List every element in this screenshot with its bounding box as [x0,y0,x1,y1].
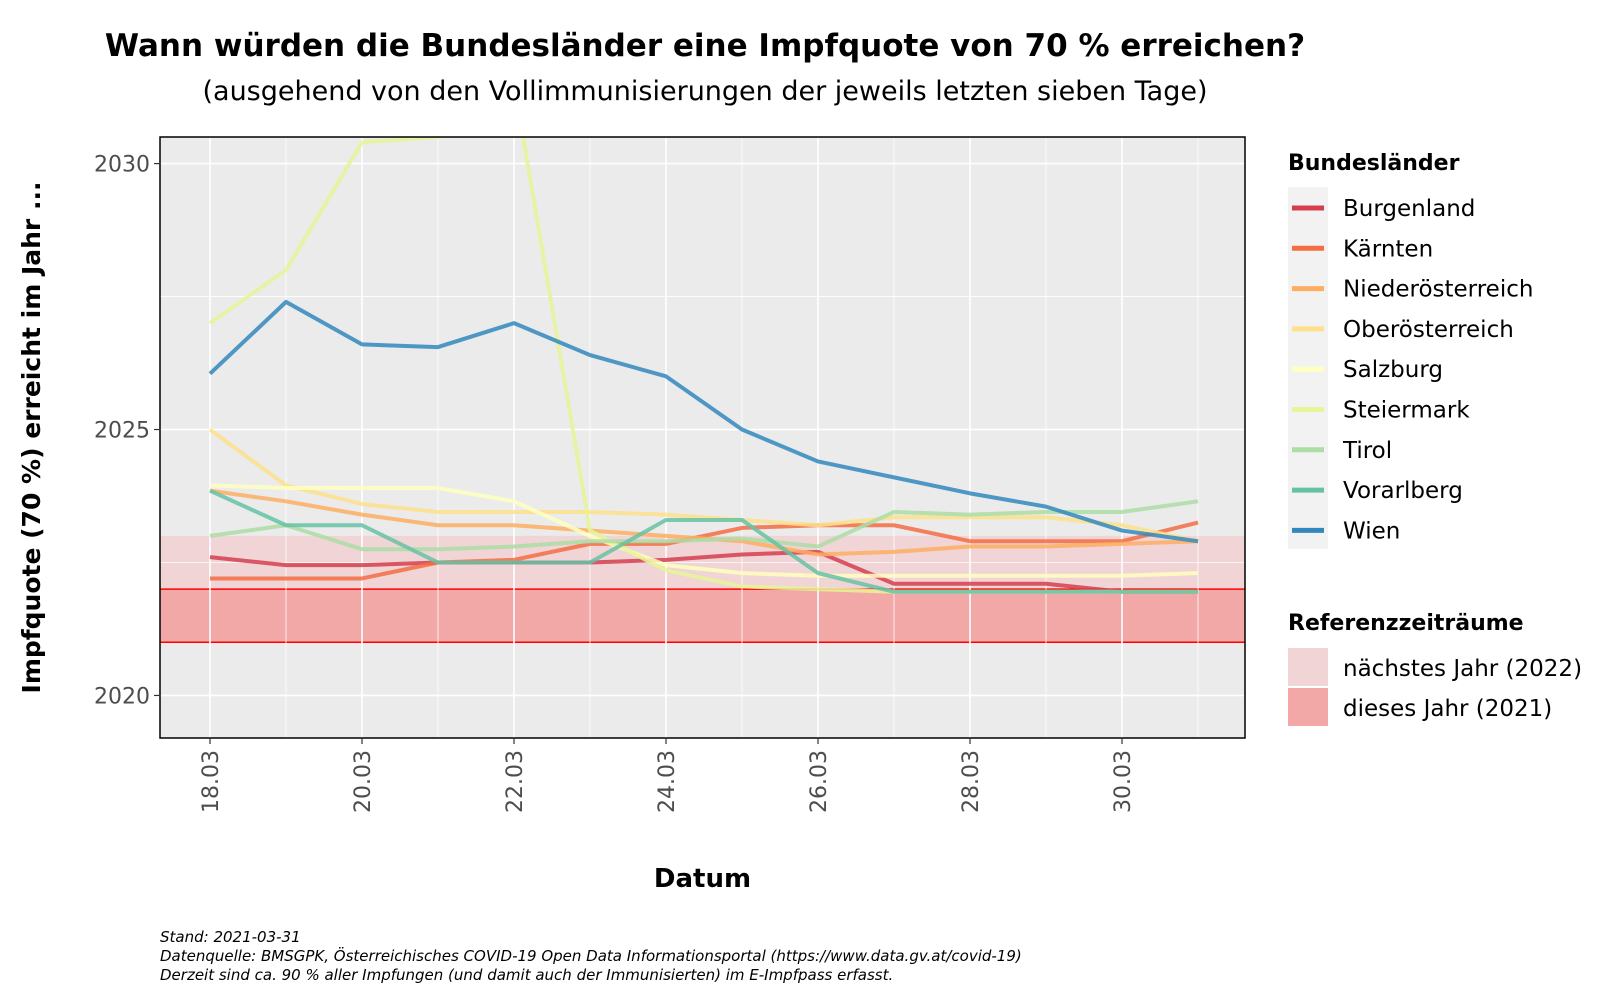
legend-label: Wien [1343,518,1400,544]
legend-title: Bundesländer [1288,151,1460,176]
caption-line-source: Datenquelle: BMSGPK, Österreichisches CO… [160,947,1022,965]
y-tick-label: 2020 [94,684,150,709]
legend-label: Kärnten [1343,236,1433,262]
reference-legend-label: dieses Jahr (2021) [1343,696,1552,722]
reference-legend-title: Referenzzeiträume [1288,611,1524,636]
series-line-tirol [209,499,1199,552]
y-tick-label: 2025 [94,419,150,444]
x-tick-label: 18.03 [199,750,224,813]
series-line-salzburg [209,483,1199,578]
y-tick-label: 2030 [94,153,150,178]
legend-label: Oberösterreich [1343,317,1514,343]
x-tick-label: 26.03 [807,750,832,813]
series-line-wien [208,299,1199,544]
reference-band-1 [160,589,1245,643]
legend-label: Niederösterreich [1343,277,1533,303]
reference-legend-label: nächstes Jahr (2022) [1343,656,1582,682]
reference-legend-key-0 [1288,648,1328,686]
series-line-kärnten [210,520,1199,581]
chart-caption: Stand: 2021-03-31 Datenquelle: BMSGPK, Ö… [160,928,1022,985]
caption-line-note: Derzeit sind ca. 90 % aller Impfungen (u… [160,966,894,984]
x-tick-label: 20.03 [351,750,376,813]
legend-label: Tirol [1342,438,1392,464]
legend-label: Burgenland [1343,196,1475,222]
x-tick-label: 28.03 [959,750,984,813]
series-line-vorarlberg [209,488,1198,594]
x-tick-label: 30.03 [1111,750,1136,813]
legend-label: Steiermark [1343,398,1470,424]
legend-label: Vorarlberg [1343,478,1463,504]
x-tick-label: 24.03 [655,750,680,813]
x-axis-title: Datum [654,864,751,894]
legend-label: Salzburg [1343,357,1443,383]
chart-title: Wann würden die Bundesländer eine Impfqu… [104,28,1306,64]
series-line-burgenland [209,549,1198,594]
caption-line-stand: Stand: 2021-03-31 [160,928,301,946]
y-axis-title: Impfquote (70 %) erreicht im Jahr ... [17,182,46,694]
x-tick-label: 22.03 [503,750,528,813]
chart-subtitle: (ausgehend von den Vollimmunisierungen d… [202,76,1208,107]
series-group [208,137,1199,594]
plot-border [159,136,1246,739]
reference-legend-key-1 [1288,688,1328,726]
series-line-oberösterreich [208,427,1199,544]
plot-panel [160,137,1245,738]
